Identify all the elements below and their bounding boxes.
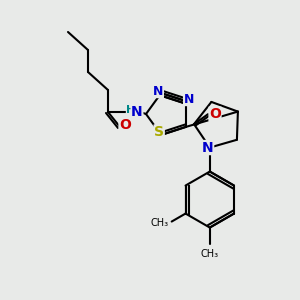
Text: N: N: [184, 93, 194, 106]
Text: CH₃: CH₃: [151, 218, 169, 228]
Text: O: O: [119, 118, 131, 132]
Text: N: N: [153, 85, 164, 98]
Text: S: S: [154, 125, 164, 139]
Text: N: N: [131, 105, 143, 119]
Text: CH₃: CH₃: [201, 249, 219, 259]
Text: O: O: [209, 107, 221, 121]
Text: N: N: [202, 141, 214, 154]
Text: H: H: [126, 105, 136, 115]
